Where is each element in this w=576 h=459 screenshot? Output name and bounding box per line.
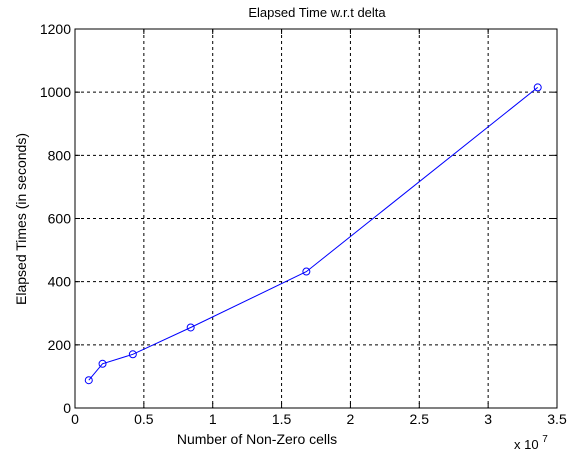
data-point	[533, 83, 542, 92]
x-exponent-base: x 10	[514, 437, 539, 452]
x-axis-label: Number of Non-Zero cells	[177, 431, 337, 447]
data-point	[84, 376, 93, 385]
data-point	[98, 359, 107, 368]
y-axis-label: Elapsed Times (in seconds)	[13, 133, 29, 305]
axis-ticks	[74, 28, 558, 409]
y-tick-label: 200	[48, 337, 72, 353]
grid-lines	[75, 29, 557, 408]
x-exponent-power: 7	[542, 434, 548, 445]
data-point	[128, 350, 137, 359]
x-tick-label: 3.5	[547, 411, 567, 427]
y-tick-label: 1000	[40, 84, 71, 100]
x-tick-label: 0	[71, 411, 79, 427]
y-tick-label: 400	[48, 274, 72, 290]
y-tick-label: 800	[48, 147, 72, 163]
x-tick-label: 0.5	[134, 411, 154, 427]
x-tick-label: 1	[209, 411, 217, 427]
y-tick-labels: 0 200 400 600 800 1000 1200	[40, 21, 71, 416]
y-tick-label: 600	[48, 211, 72, 227]
y-tick-label: 0	[63, 400, 71, 416]
x-axis-exponent: x 10 7	[514, 434, 548, 452]
x-tick-label: 2.5	[410, 411, 430, 427]
y-tick-label: 1200	[40, 21, 71, 37]
chart-title: Elapsed Time w.r.t delta	[248, 5, 386, 20]
x-tick-label: 3	[484, 411, 492, 427]
x-tick-label: 1.5	[272, 411, 292, 427]
x-tick-label: 2	[347, 411, 355, 427]
series-line	[88, 87, 539, 381]
x-tick-labels: 0 0.5 1 1.5 2 2.5 3 3.5	[71, 411, 567, 427]
series-layer	[84, 83, 542, 385]
data-point	[302, 267, 311, 276]
data-point	[186, 323, 195, 332]
